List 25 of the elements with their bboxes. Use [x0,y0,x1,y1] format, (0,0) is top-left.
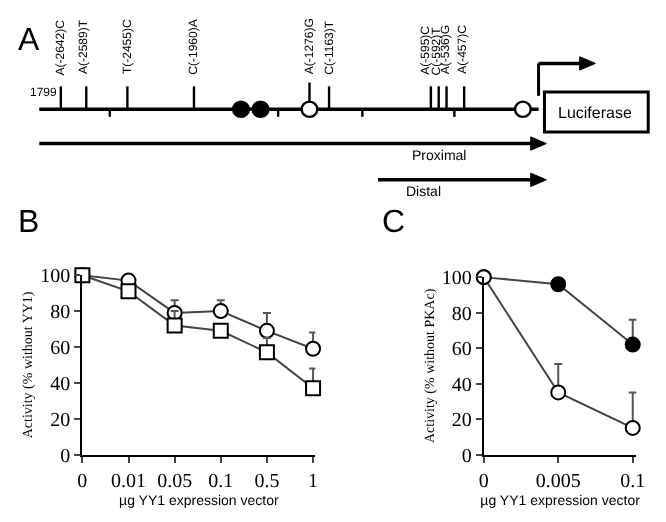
y-tick-label: 0 [60,445,71,468]
y-tick-label: 20 [451,410,472,433]
y-tick-label: 40 [50,373,71,396]
y-tick-label: 60 [50,337,71,360]
x-tick-label: 0.5 [254,470,280,493]
x-tick-label: 0 [478,470,489,493]
y-tick-label: 80 [451,303,472,326]
x-tick-label: 1 [308,470,319,493]
text: Luciferase [558,104,633,122]
y-tick-label: 40 [451,374,472,397]
x-tick-label: 0.1 [620,470,646,493]
y-tick-label: 60 [451,339,472,362]
x-tick-label: 0.005 [535,470,581,493]
y-tick-label: 80 [50,302,71,325]
x-tick-label: 0.05 [157,470,193,493]
text: A [18,24,40,58]
y-tick-label: 100 [441,268,472,291]
x-tick-label: 0.01 [111,470,146,493]
y-tick-label: 100 [40,266,71,289]
chart-title: B [18,206,40,240]
x-tick-label: 0.1 [208,470,234,493]
y-tick-label: 0 [461,445,472,468]
y-tick-label: 20 [50,409,71,432]
chart-title: C [382,206,406,240]
x-tick-label: 0 [77,470,88,493]
